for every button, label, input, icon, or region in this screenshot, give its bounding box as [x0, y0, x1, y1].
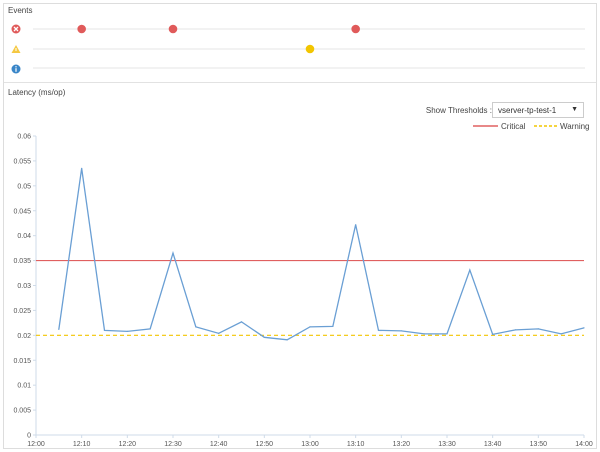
- data-point: [492, 333, 494, 335]
- y-tick-label: 0.05: [17, 183, 31, 190]
- events-title: Events: [8, 6, 33, 15]
- data-point: [400, 330, 402, 332]
- data-point: [309, 326, 311, 328]
- x-tick-label: 12:30: [164, 441, 182, 448]
- x-tick-label: 12:50: [256, 441, 274, 448]
- chevron-down-icon: ▼: [571, 106, 578, 113]
- y-tick-label: 0.02: [17, 333, 31, 340]
- x-tick-label: 13:30: [438, 441, 456, 448]
- latency-title: Latency (ms/op): [8, 88, 66, 97]
- x-tick-label: 14:00: [575, 441, 593, 448]
- section-divider: [4, 82, 596, 83]
- event-marker-critical: [168, 24, 178, 34]
- y-tick-label: 0.04: [17, 233, 31, 240]
- event-marker-critical: [77, 24, 86, 34]
- data-point: [218, 332, 220, 334]
- x-tick-label: 13:20: [393, 441, 411, 448]
- y-tick-label: 0.045: [13, 208, 31, 215]
- data-point: [583, 327, 585, 329]
- threshold-select-value: vserver-tp-test-1: [498, 106, 557, 115]
- x-tick-label: 12:40: [210, 441, 228, 448]
- latency-line: [58, 168, 585, 341]
- data-point: [103, 329, 106, 331]
- data-point: [149, 328, 151, 330]
- data-point: [537, 328, 539, 330]
- data-point: [446, 333, 448, 335]
- legend-warning: Warning: [560, 122, 590, 131]
- x-tick-label: 12:10: [73, 441, 91, 448]
- y-tick-label: 0.005: [13, 408, 31, 415]
- x-tick-label: 13:50: [530, 441, 548, 448]
- warning-triangle-icon: [11, 45, 21, 53]
- x-tick-label: 13:10: [347, 441, 365, 448]
- x-tick-label: 13:00: [301, 441, 319, 448]
- info-icon: [11, 64, 21, 74]
- data-point: [263, 336, 265, 338]
- panel-frame: [3, 3, 597, 449]
- legend-critical: Critical: [501, 122, 526, 131]
- y-tick-label: 0.035: [13, 258, 31, 265]
- y-tick-label: 0: [27, 433, 31, 440]
- data-point: [560, 333, 562, 335]
- data-point: [355, 224, 357, 226]
- y-tick-label: 0.06: [17, 134, 31, 141]
- data-point: [126, 330, 128, 332]
- data-point: [286, 339, 288, 341]
- data-point: [240, 321, 243, 323]
- data-point: [377, 329, 380, 331]
- data-point: [195, 326, 197, 328]
- event-marker-warning: [305, 44, 315, 54]
- data-point: [172, 252, 174, 254]
- y-tick-label: 0.055: [13, 158, 31, 165]
- data-point: [81, 167, 83, 169]
- y-tick-label: 0.03: [17, 283, 31, 290]
- x-tick-label: 12:00: [27, 441, 45, 448]
- event-marker-critical: [351, 24, 360, 34]
- y-tick-label: 0.025: [13, 308, 31, 315]
- y-tick-label: 0.015: [13, 358, 31, 365]
- data-point: [469, 269, 471, 271]
- x-tick-label: 12:20: [119, 441, 137, 448]
- critical-x-icon: [11, 24, 21, 34]
- data-point: [332, 325, 334, 327]
- data-point: [514, 329, 517, 331]
- y-tick-label: 0.01: [17, 383, 31, 390]
- show-thresholds-label: Show Thresholds :: [425, 106, 492, 115]
- threshold-select[interactable]: vserver-tp-test-1 ▼: [492, 102, 584, 118]
- x-tick-label: 13:40: [484, 441, 502, 448]
- data-point: [423, 333, 425, 335]
- data-point: [58, 328, 60, 330]
